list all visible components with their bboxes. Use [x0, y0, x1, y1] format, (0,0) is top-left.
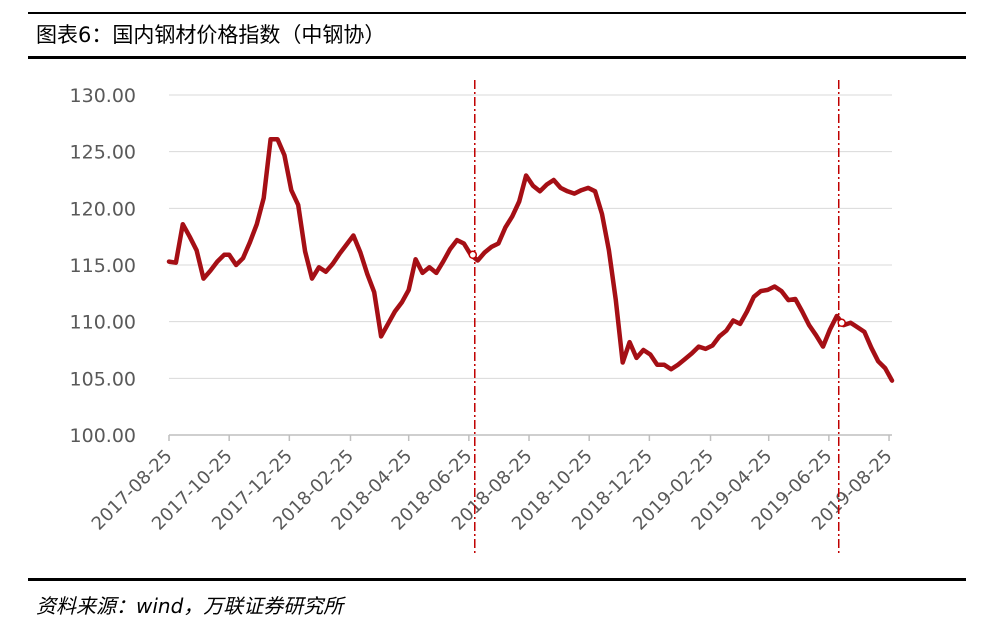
x-axis-tick-labels: 2017-08-252017-10-252017-12-252018-02-25…	[88, 446, 897, 535]
gridlines	[169, 94, 892, 379]
series	[166, 136, 895, 383]
y-tick-label: 130.00	[70, 85, 136, 107]
series-markers	[468, 250, 846, 328]
title-rule	[28, 56, 966, 59]
figure-title: 图表6：国内钢材价格指数（中钢协）	[36, 23, 386, 47]
top-rule	[28, 12, 966, 14]
y-tick-label: 115.00	[70, 255, 136, 277]
y-tick-label: 110.00	[70, 312, 136, 334]
y-axis-tick-labels: 100.00 105.00 110.00 115.00 120.00 125.00 130.…	[70, 85, 136, 447]
series-line	[166, 136, 895, 383]
data-marker	[468, 250, 478, 260]
data-marker	[837, 318, 846, 328]
y-tick-label: 125.00	[70, 142, 136, 164]
y-tick-label: 120.00	[70, 198, 136, 220]
source-note: 资料来源：wind，万联证券研究所	[36, 594, 344, 618]
y-tick-label: 100.00	[70, 425, 136, 447]
y-tick-label: 105.00	[70, 368, 136, 390]
bottom-rule	[28, 578, 966, 581]
reference-lines	[474, 80, 840, 553]
x-axis	[168, 434, 892, 441]
